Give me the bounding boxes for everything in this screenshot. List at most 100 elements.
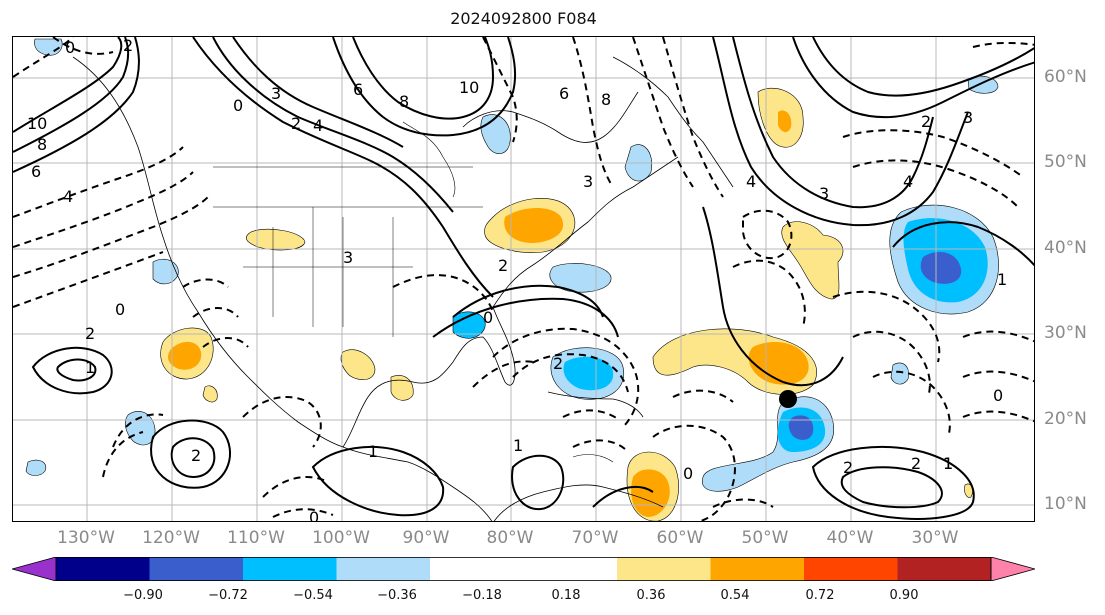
lon-label: 120°W <box>142 528 200 548</box>
contour-label: 0 <box>233 96 243 115</box>
shade-positive-small-2 <box>340 349 376 380</box>
colorbar-cell <box>710 557 804 581</box>
colorbar-tick-label: −0.54 <box>293 588 333 603</box>
colorbar-tick-label: 0.36 <box>636 588 666 603</box>
contour-label: 1 <box>997 270 1007 289</box>
contour-label: 1 <box>85 358 95 377</box>
contour-label: 8 <box>399 92 409 111</box>
shade-negative-small-7 <box>152 258 179 285</box>
colorbar-tick-label: 0.54 <box>720 588 750 603</box>
colorbar-cell <box>243 557 337 581</box>
colorbar-cell <box>149 557 243 581</box>
shade-positive-small-1 <box>245 228 306 251</box>
lon-label: 110°W <box>227 528 285 548</box>
contour-label: 6 <box>31 162 41 181</box>
contour-label: 0 <box>483 308 493 327</box>
contour-label: 4 <box>903 172 913 191</box>
lon-label: 100°W <box>312 528 370 548</box>
colorbar-cell <box>804 557 898 581</box>
contour-label: 2 <box>911 454 921 473</box>
contours-solid <box>13 37 1034 520</box>
lon-label: 50°W <box>741 528 789 548</box>
lat-label: 60°N <box>1044 67 1087 87</box>
shade-negative-atlantic-peak <box>920 251 962 284</box>
contour-label: 2 <box>291 114 301 133</box>
lon-label: 40°W <box>826 528 874 548</box>
contour-label: 0 <box>309 508 319 522</box>
lon-label: 30°W <box>911 528 959 548</box>
shade-positive-small-5 <box>964 483 973 498</box>
lon-label: 80°W <box>486 528 534 548</box>
shade-negative-small-4 <box>452 311 486 339</box>
shade-positive-pacific-core <box>167 341 202 370</box>
map-panel[interactable]: 2 0 10 8 6 4 3 2 0 6 8 10 2 1 0 2 3 2 1 … <box>12 36 1035 522</box>
lon-label: 60°W <box>656 528 704 548</box>
colorbar <box>12 557 1035 581</box>
colorbar-cell <box>56 557 150 581</box>
contour-label: 3 <box>583 172 593 191</box>
contour-label: 2 <box>843 458 853 477</box>
shade-positive-atlantic-mid <box>781 221 844 300</box>
colorbar-extend-low <box>12 557 57 581</box>
contour-label: 0 <box>993 386 1003 405</box>
contour-label: 0 <box>683 464 693 483</box>
map-title: 2024092800 F084 <box>450 9 597 28</box>
contour-label: 0 <box>115 300 125 319</box>
shade-negative-small-11 <box>890 362 909 385</box>
contour-label: 10 <box>27 114 47 133</box>
contour-label: 6 <box>559 84 569 103</box>
lat-label: 20°N <box>1044 409 1087 429</box>
contour-label: 2 <box>921 112 931 131</box>
colorbar-tick-label: −0.72 <box>208 588 248 603</box>
shade-positive-subtropic-core <box>748 342 809 385</box>
contour-label: 1 <box>943 454 953 473</box>
colorbar-tick-label: −0.18 <box>462 588 502 603</box>
contour-label: 10 <box>459 78 479 97</box>
contour-label: 2 <box>85 324 95 343</box>
lon-label: 90°W <box>402 528 450 548</box>
colorbar-cell <box>336 557 430 581</box>
contour-label: 2 <box>498 256 508 275</box>
shade-positive-labrador-core <box>778 110 792 133</box>
colorbar-extend-high <box>990 557 1035 581</box>
coastlines <box>72 56 734 521</box>
lon-label: 130°W <box>57 528 115 548</box>
shade-negative-small-2 <box>480 114 511 154</box>
lon-label: 70°W <box>571 528 619 548</box>
colorbar-cell <box>430 557 617 581</box>
colorbar-tick-label: −0.90 <box>123 588 163 603</box>
shade-positive-small-3 <box>390 375 414 401</box>
shade-negative-small-10 <box>967 75 999 94</box>
contour-label-group: 2 0 10 8 6 4 3 2 0 6 8 10 2 1 0 2 3 2 1 … <box>27 37 1007 522</box>
contour-label: 1 <box>513 436 523 455</box>
contour-label: 2 <box>123 37 133 55</box>
lat-label: 50°N <box>1044 152 1087 172</box>
contour-label: 4 <box>746 172 756 191</box>
contour-label: 3 <box>271 84 281 103</box>
storm-center-marker[interactable] <box>779 390 797 408</box>
shade-negative-subtropic-peak <box>788 415 814 440</box>
shade-negative-small-1-core <box>563 356 614 391</box>
shade-positive-newengland-core <box>504 208 564 243</box>
colorbar-tick-label: −0.36 <box>377 588 417 603</box>
contours-dashed <box>13 37 1034 521</box>
colorbar-tick-label: 0.18 <box>551 588 581 603</box>
contour-label: 0 <box>65 38 75 57</box>
contour-label: 3 <box>963 108 973 127</box>
contour-label: 1 <box>368 442 378 461</box>
colorbar-tick-label: 0.90 <box>889 588 919 603</box>
lat-label: 30°N <box>1044 323 1087 343</box>
contour-label: 8 <box>601 90 611 109</box>
colorbar-outline <box>55 557 992 581</box>
contour-label: 3 <box>819 184 829 203</box>
map-canvas: 2 0 10 8 6 4 3 2 0 6 8 10 2 1 0 2 3 2 1 … <box>13 37 1034 522</box>
contour-label: 2 <box>553 354 563 373</box>
lat-label: 10°N <box>1044 494 1087 514</box>
contour-label: 3 <box>343 248 353 267</box>
colorbar-cells <box>12 557 1035 581</box>
shade-negative-small-8 <box>25 459 47 476</box>
contour-label: 4 <box>63 187 73 206</box>
contour-label: 1 <box>943 454 953 473</box>
lat-label: 40°N <box>1044 238 1087 258</box>
shade-positive-small-4 <box>202 385 218 403</box>
